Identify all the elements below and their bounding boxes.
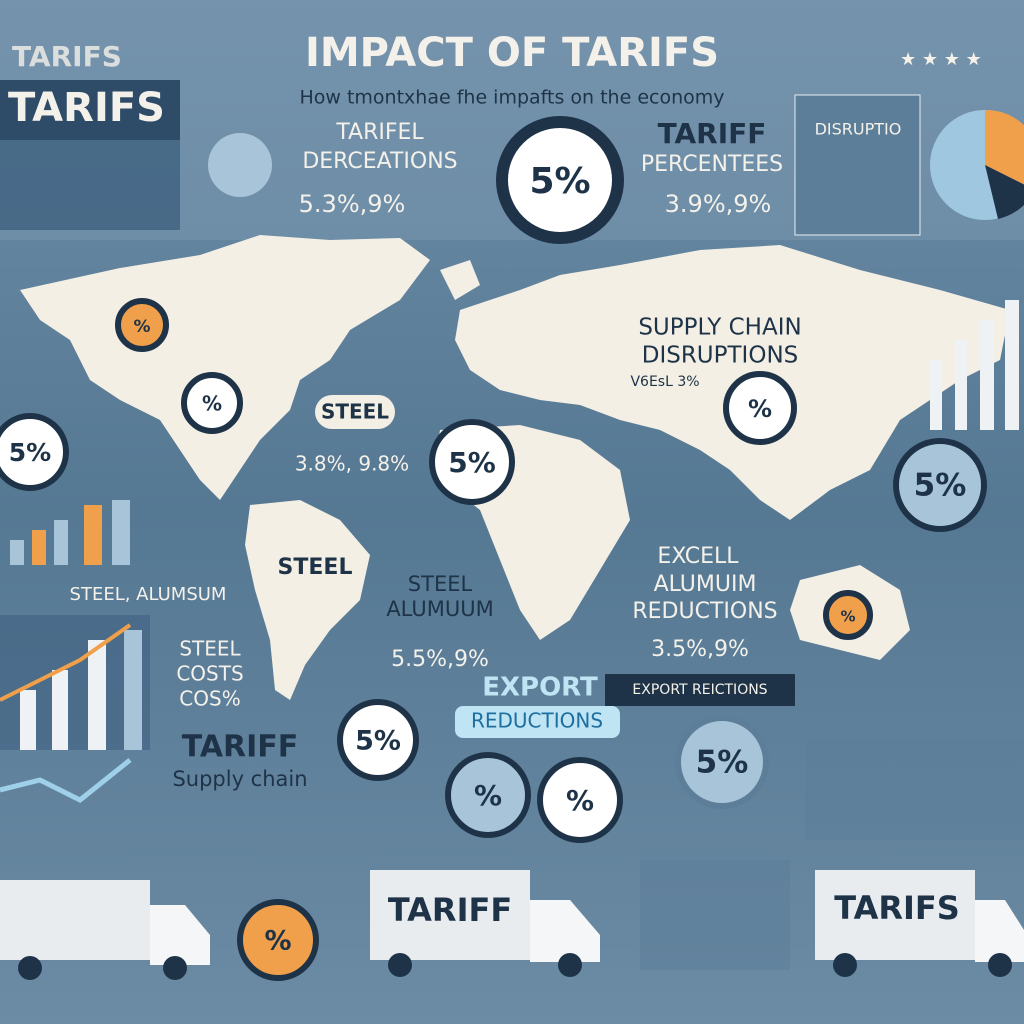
badge bbox=[429, 419, 515, 505]
export-button: REDUCTIONS bbox=[471, 709, 603, 733]
badge-label: 5% bbox=[696, 745, 749, 781]
tag-bg bbox=[315, 395, 395, 429]
badge-label: % bbox=[202, 392, 222, 416]
map-label: STEEL bbox=[278, 555, 353, 580]
truck bbox=[0, 880, 210, 980]
map-label: STEEL bbox=[408, 572, 473, 596]
badge bbox=[337, 699, 419, 781]
badge bbox=[723, 371, 797, 445]
pie-icon bbox=[930, 109, 1024, 220]
badges: 5% 5% 5% 5% 5%%%%%%%% bbox=[0, 298, 987, 981]
stars: ★ ★ ★ ★ bbox=[900, 49, 982, 70]
panel-line: TARIFF bbox=[658, 117, 767, 150]
map-label: STEEL bbox=[321, 400, 389, 424]
label: ALUMUIM bbox=[654, 572, 757, 597]
map-figure: 5.5%,9% bbox=[391, 647, 489, 672]
text-block bbox=[640, 860, 790, 970]
panel-line: DERCEATIONS bbox=[302, 149, 457, 174]
truck-label: TARIFF bbox=[388, 891, 512, 929]
tag-bg bbox=[605, 674, 795, 706]
truck bbox=[815, 870, 1024, 977]
box-title: DISRUPTIO bbox=[815, 120, 902, 139]
map-label: ALUMUUM bbox=[386, 597, 493, 621]
ring bbox=[496, 116, 624, 244]
badge bbox=[893, 438, 987, 532]
badge bbox=[115, 298, 169, 352]
box bbox=[794, 94, 921, 236]
badge-label: 5% bbox=[9, 438, 51, 467]
export-title: EXPORT bbox=[482, 673, 598, 703]
map-label: SUPPLY CHAIN bbox=[638, 315, 801, 341]
panel-line: PERCENTEES bbox=[641, 152, 783, 177]
badge bbox=[675, 715, 769, 809]
text-block bbox=[805, 740, 1024, 840]
title: IMPACT OF TARIFS bbox=[305, 30, 719, 76]
badge bbox=[181, 372, 243, 434]
section-title: TARIFF bbox=[182, 730, 299, 765]
figure: 3.5%,9% bbox=[651, 637, 749, 662]
label: COSTS bbox=[176, 662, 243, 686]
map-figure: V6EsL 3% bbox=[630, 374, 699, 390]
banner-text-bg bbox=[0, 140, 180, 230]
truck bbox=[370, 870, 600, 977]
panel-figure: 3.9%,9% bbox=[665, 190, 772, 218]
badge-label: 5% bbox=[448, 446, 496, 479]
button-bg bbox=[455, 706, 620, 738]
label: EXCELL bbox=[657, 544, 739, 569]
badge bbox=[237, 899, 319, 981]
subtitle: How tmontxhae fhe impafts on the economy bbox=[299, 87, 724, 109]
ring-label: 5% bbox=[529, 161, 590, 202]
label: REDUCTIONS bbox=[632, 599, 777, 624]
badge-label: % bbox=[566, 784, 594, 817]
banner: TARIFS bbox=[8, 85, 165, 131]
section-subtitle: Supply chain bbox=[172, 767, 307, 791]
label: STEEL bbox=[179, 637, 241, 661]
label: STEEL, ALUMSUM bbox=[70, 584, 227, 605]
badge-label: % bbox=[133, 317, 150, 337]
panel-line: TARIFEL bbox=[335, 120, 424, 145]
badge bbox=[537, 757, 623, 843]
badge-label: % bbox=[840, 608, 855, 626]
label: COS% bbox=[179, 687, 240, 711]
map-figure: 3.8%, 9.8% bbox=[295, 452, 409, 476]
icon bbox=[208, 133, 272, 197]
badge-label: 5% bbox=[914, 468, 967, 504]
panel-figure: 5.3%,9% bbox=[299, 190, 406, 218]
banner-bg bbox=[0, 80, 180, 140]
badge bbox=[445, 752, 531, 838]
export-tag: EXPORT REICTIONS bbox=[632, 682, 767, 698]
badge-label: 5% bbox=[355, 726, 401, 757]
map-label: DISRUPTIONS bbox=[642, 343, 799, 369]
badge-label: % bbox=[748, 395, 772, 423]
badge bbox=[823, 590, 873, 640]
truck-label: TARIFS bbox=[834, 889, 960, 927]
bar-icon bbox=[0, 300, 1019, 803]
badge-label: % bbox=[474, 779, 502, 812]
badge bbox=[0, 413, 69, 491]
tag: TARIFS bbox=[12, 40, 122, 73]
badge-label: % bbox=[264, 926, 291, 957]
